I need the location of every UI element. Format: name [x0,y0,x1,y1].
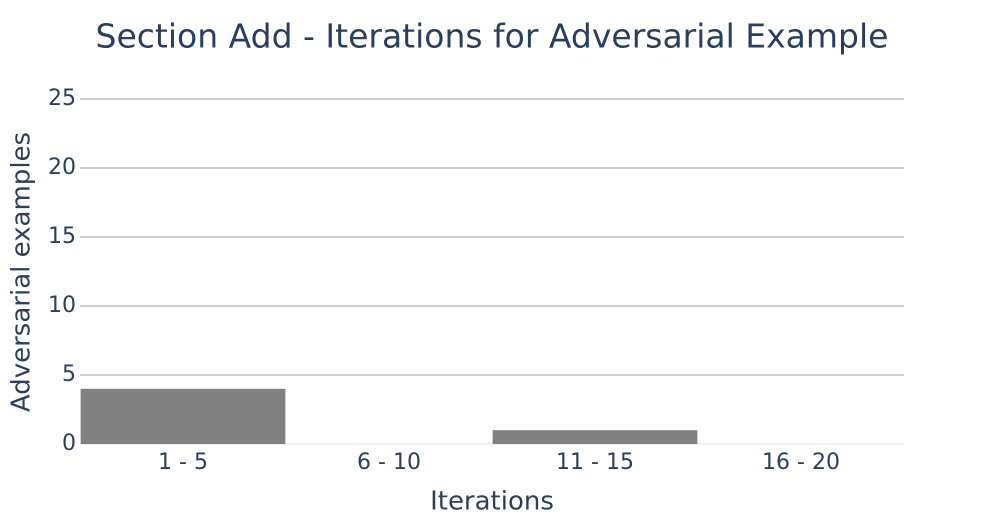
bar [492,430,698,444]
bar [80,388,286,444]
chart-title: Section Add - Iterations for Adversarial… [96,17,889,56]
x-tick-label: 1 - 5 [158,450,208,475]
x-tick-label: 6 - 10 [357,450,421,475]
x-tick-label: 16 - 20 [762,450,840,475]
y-axis-title: Adversarial examples [7,132,37,412]
x-axis-title: Iterations [430,487,554,517]
x-tick-label: 11 - 15 [556,450,634,475]
y-tick-label: 5 [62,362,76,387]
y-tick-label: 25 [48,86,76,111]
y-tick-label: 20 [48,155,76,180]
y-tick-label: 15 [48,224,76,249]
y-tick-label: 0 [62,431,76,456]
y-tick-label: 10 [48,293,76,318]
